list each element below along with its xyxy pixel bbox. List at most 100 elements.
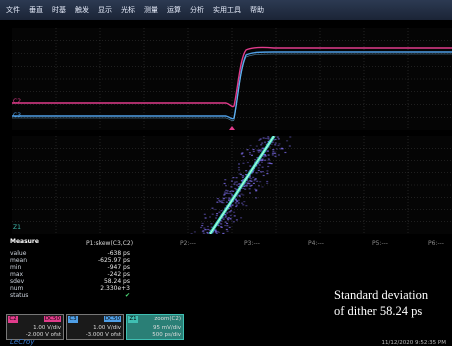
menu-trigger[interactable]: 触发 — [75, 6, 89, 14]
channel-box-c3[interactable]: C3 DC50 1.00 V/div -3.000 V ofst — [66, 314, 124, 340]
param-p1[interactable]: P1:skew(C3,C2) — [86, 240, 134, 247]
persistence-dot — [250, 173, 253, 175]
persistence-dot — [261, 158, 264, 161]
persistence-dot — [235, 184, 238, 186]
menu-file[interactable]: 文件 — [6, 6, 20, 14]
persistence-dot — [238, 195, 241, 198]
persistence-dot — [240, 153, 243, 155]
channel-tag: Z1 — [128, 316, 138, 323]
persistence-dot — [262, 147, 265, 149]
row-label: value — [10, 250, 27, 257]
persistence-dot — [272, 149, 275, 151]
persistence-dot — [214, 229, 217, 232]
persistence-dot — [220, 210, 223, 212]
trigger-marker[interactable] — [229, 126, 235, 130]
row-label: mean — [10, 257, 28, 264]
measure-row-status: status ✔ — [10, 292, 130, 299]
persistence-dot — [242, 204, 245, 206]
menu-vertical[interactable]: 垂直 — [29, 6, 43, 14]
trace-zoom-core — [209, 136, 275, 234]
persistence-dot — [268, 159, 271, 161]
row-label: min — [10, 264, 22, 271]
persistence-dot — [241, 175, 244, 177]
persistence-dot — [267, 154, 270, 156]
channel-tag: C3 — [68, 316, 78, 323]
persistence-dot — [228, 199, 230, 202]
param-p5[interactable]: P5:--- — [372, 240, 388, 247]
persistence-dot — [227, 211, 230, 213]
persistence-dot — [234, 181, 237, 183]
channel-tag: C2 — [8, 316, 18, 323]
menu-analysis[interactable]: 分析 — [190, 6, 204, 14]
param-p6[interactable]: P6:--- — [428, 240, 444, 247]
persistence-dot — [267, 136, 270, 138]
persistence-dot — [238, 194, 241, 196]
persistence-dot — [235, 189, 238, 191]
persistence-dot — [240, 173, 242, 175]
persistence-dot — [248, 177, 251, 179]
param-p3[interactable]: P3:--- — [244, 240, 260, 247]
persistence-dot — [235, 204, 238, 206]
param-p2[interactable]: P2:--- — [180, 240, 196, 247]
row-value: -638 ps — [107, 250, 130, 257]
persistence-dot — [240, 193, 243, 195]
persistence-dot — [266, 180, 269, 183]
menu-timebase[interactable]: 时基 — [52, 6, 66, 14]
persistence-dot — [219, 220, 222, 222]
persistence-dot — [225, 201, 228, 203]
persistence-dot — [273, 152, 276, 154]
persistence-dot — [268, 146, 271, 148]
persistence-dot — [210, 223, 213, 225]
waveform-grid-main[interactable]: C2 C3 — [12, 28, 452, 130]
persistence-dot — [242, 187, 245, 189]
persistence-dot — [249, 153, 251, 155]
persistence-dot — [233, 215, 236, 217]
menu-help[interactable]: 帮助 — [250, 6, 264, 14]
persistence-dot — [232, 177, 235, 179]
persistence-dot — [223, 191, 226, 193]
persistence-dot — [259, 171, 262, 173]
menu-measure[interactable]: 测量 — [144, 6, 158, 14]
vdiv-label: 1.00 V/div — [33, 325, 61, 331]
measure-row-value: value -638 ps — [10, 250, 130, 257]
persistence-dot — [257, 169, 260, 171]
persistence-dot — [255, 190, 258, 192]
channel-box-c2[interactable]: C2 DC50 1.00 V/div -2.000 V ofst — [6, 314, 64, 340]
persistence-dot — [289, 136, 292, 138]
menu-math[interactable]: 运算 — [167, 6, 181, 14]
persistence-dot — [242, 175, 245, 177]
waveform-grid-zoom[interactable]: Z1 — [12, 136, 452, 234]
menu-cursors[interactable]: 光标 — [121, 6, 135, 14]
persistence-dot — [257, 151, 260, 153]
status-check-icon: ✔ — [124, 292, 130, 299]
persistence-dot — [222, 198, 225, 200]
persistence-dot — [237, 186, 240, 188]
channel-box-zoom[interactable]: Z1 zoom(C2) 95 mV/div 500 ps/div — [126, 314, 184, 340]
persistence-dot — [274, 155, 277, 157]
persistence-dot — [251, 171, 254, 173]
menu-display[interactable]: 显示 — [98, 6, 112, 14]
row-label: status — [10, 292, 29, 299]
persistence-dot — [229, 192, 232, 195]
persistence-dot — [246, 182, 249, 184]
persistence-dot — [271, 152, 274, 154]
persistence-dot — [244, 184, 247, 186]
menu-utilities[interactable]: 实用工具 — [213, 6, 241, 14]
persistence-dot — [222, 233, 225, 234]
persistence-dot — [226, 222, 229, 225]
persistence-dot — [225, 189, 228, 191]
persistence-dot — [254, 159, 257, 161]
persistence-dot — [252, 150, 255, 153]
persistence-dot — [214, 231, 217, 234]
param-p4[interactable]: P4:--- — [308, 240, 324, 247]
persistence-dot — [225, 185, 227, 187]
persistence-dot — [220, 226, 223, 228]
persistence-dot — [242, 179, 245, 181]
persistence-dot — [235, 181, 238, 183]
persistence-dot — [241, 176, 244, 179]
persistence-dot — [243, 185, 246, 187]
persistence-dot — [247, 180, 250, 182]
persistence-dot — [227, 217, 230, 219]
persistence-dot — [260, 144, 263, 146]
persistence-dot — [267, 162, 270, 164]
